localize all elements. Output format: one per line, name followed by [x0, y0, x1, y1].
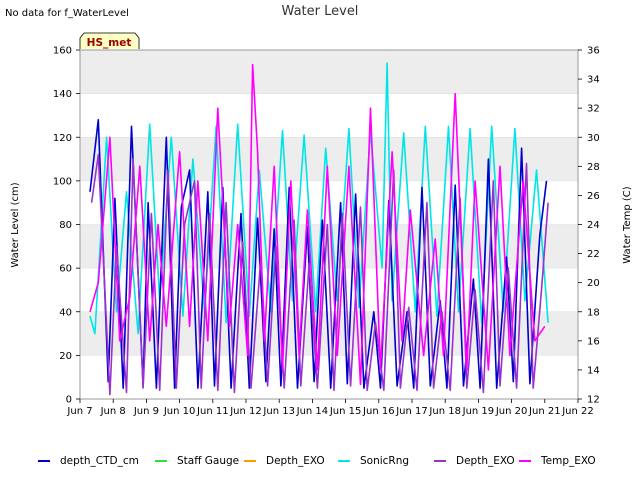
y-tick-label: 140	[53, 89, 72, 100]
x-tick-label: Jun 11	[196, 406, 229, 417]
x-tick-label: Jun 16	[362, 406, 395, 417]
legend-swatch	[519, 460, 531, 462]
legend-item: Temp_EXO	[519, 452, 596, 470]
x-tick-label: Jun 12	[229, 406, 262, 417]
y2-tick-label: 36	[587, 46, 600, 57]
series-line-depth-exo	[90, 153, 549, 396]
x-tick-label: Jun 13	[262, 406, 295, 417]
x-tick-label: Jun 22	[561, 406, 594, 417]
x-axis-ticks: Jun 7 Jun 8 Jun 9 Jun 10 Jun 11 Jun 12 Jun 13 J…	[66, 399, 594, 417]
hs-met-label: HS_met	[87, 37, 132, 49]
legend-swatch	[338, 460, 350, 462]
legend-item: depth_CTD_cm	[38, 452, 139, 470]
x-tick-label: Jun 17	[395, 406, 428, 417]
y-tick-label: 80	[59, 220, 72, 231]
legend-item: Depth_EXO	[434, 452, 515, 470]
y2-tick-label: 34	[587, 75, 600, 86]
x-tick-label: Jun 8	[100, 406, 126, 417]
legend-swatch	[434, 460, 446, 462]
y2-tick-label: 32	[587, 104, 600, 115]
legend-item: SonicRng	[338, 452, 409, 470]
no-data-note: No data for f_WaterLevel	[5, 8, 129, 19]
y-axis-ticks: 0 20 40 60 80 100 120 140 160	[53, 46, 80, 406]
legend-label: Temp_EXO	[541, 455, 596, 467]
y-tick-label: 60	[59, 264, 72, 275]
x-tick-label: Jun 15	[329, 406, 362, 417]
series-lines	[89, 62, 549, 396]
legend-item: Staff Gauge	[155, 452, 239, 470]
y-tick-label: 20	[59, 351, 72, 362]
plot-band	[80, 137, 578, 181]
legend-item: Depth_EXO	[244, 452, 325, 470]
y2-tick-label: 28	[587, 162, 600, 173]
x-tick-label: Jun 19	[462, 406, 495, 417]
plot-band	[80, 50, 578, 94]
series-line-temp-exo	[89, 63, 546, 386]
x-tick-label: Jun 18	[428, 406, 461, 417]
x-tick-label: Jun 9	[133, 406, 159, 417]
y2-tick-label: 16	[587, 336, 600, 347]
y2-tick-label: 22	[587, 249, 600, 260]
legend-swatch	[38, 460, 50, 462]
x-tick-label: Jun 14	[296, 406, 329, 417]
y2-tick-label: 14	[587, 365, 600, 376]
x-tick-label: Jun 21	[528, 406, 561, 417]
y2-tick-label: 30	[587, 133, 600, 144]
y-tick-label: 120	[53, 133, 72, 144]
y-tick-label: 40	[59, 307, 72, 318]
legend-label: Depth_EXO	[456, 455, 515, 467]
y2-tick-label: 20	[587, 278, 600, 289]
y2-tick-label: 26	[587, 191, 600, 202]
y2-tick-label: 12	[587, 395, 600, 406]
hs-met-badge: HS_met	[79, 32, 140, 49]
x-tick-label: Jun 10	[163, 406, 196, 417]
y-tick-label: 160	[53, 46, 72, 57]
x-tick-label: Jun 20	[495, 406, 528, 417]
y2-tick-label: 18	[587, 307, 600, 318]
y2-axis-ticks: 12 14 16 18 20 22 24 26 28 30 32 34 36	[578, 46, 600, 406]
y-axis-label: Water Level (cm)	[10, 182, 21, 267]
legend-label: Staff Gauge	[177, 455, 240, 467]
legend-label: Depth_EXO	[266, 455, 325, 467]
y2-axis-label: Water Temp (C)	[622, 186, 633, 263]
legend-swatch	[155, 460, 167, 462]
y-tick-label: 0	[66, 395, 72, 406]
legend-swatch	[244, 460, 256, 462]
legend-label: depth_CTD_cm	[60, 455, 139, 467]
chart-title: Water Level	[281, 4, 359, 19]
legend-label: SonicRng	[360, 455, 410, 467]
legend: depth_CTD_cm Staff Gauge Depth_EXO SonicRng…	[0, 452, 640, 470]
y-tick-label: 100	[53, 176, 72, 187]
y2-tick-label: 24	[587, 220, 600, 231]
x-tick-label: Jun 7	[66, 406, 92, 417]
